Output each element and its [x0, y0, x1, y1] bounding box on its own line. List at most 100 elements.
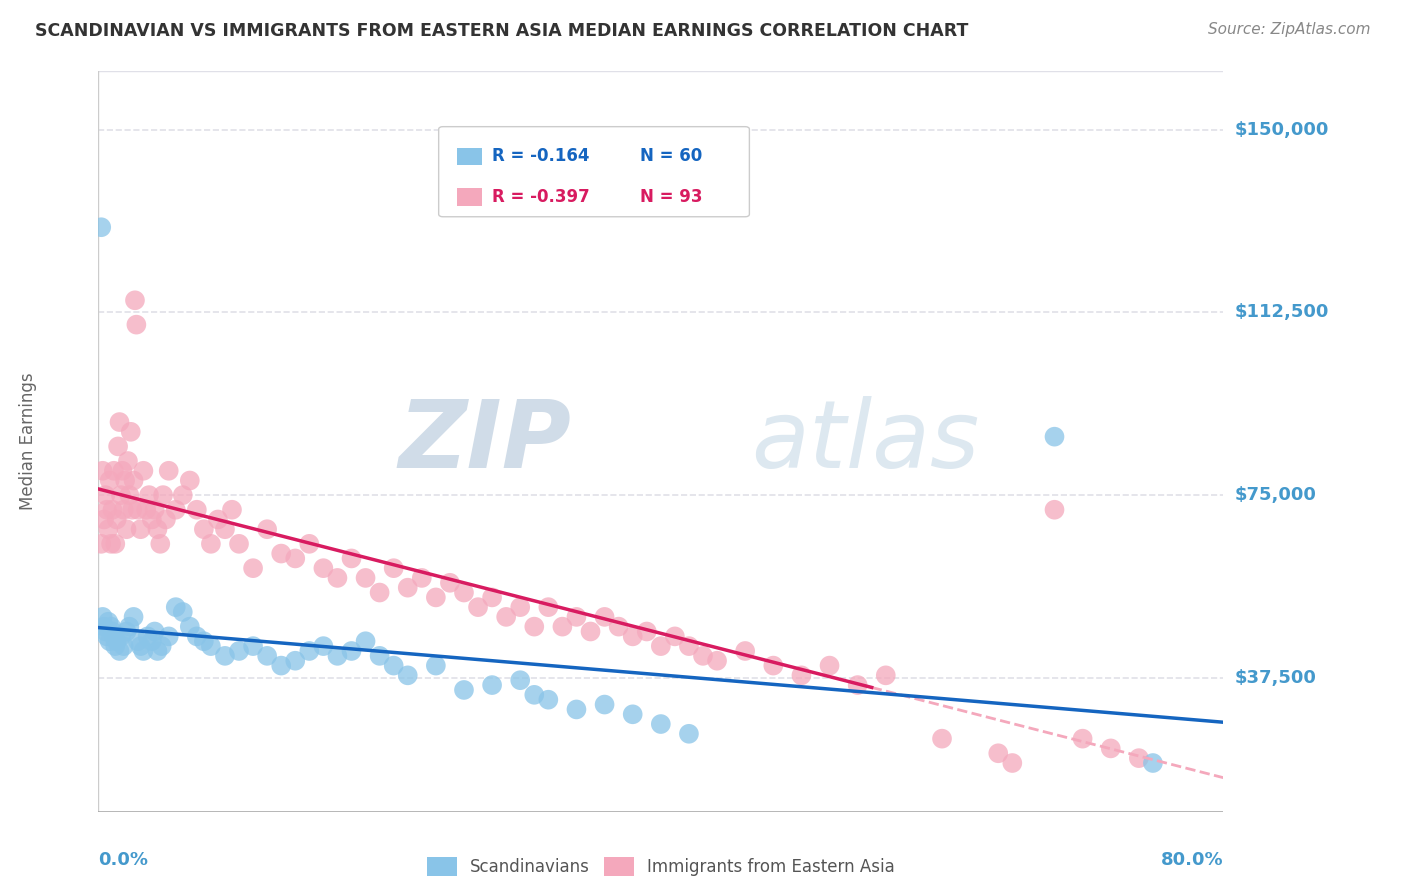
Point	[193, 634, 215, 648]
Point	[284, 654, 307, 668]
Point	[537, 600, 560, 615]
Point	[96, 502, 118, 516]
Point	[340, 644, 363, 658]
Legend: Scandinavians, Immigrants from Eastern Asia: Scandinavians, Immigrants from Eastern A…	[419, 849, 903, 885]
Point	[411, 571, 433, 585]
Point	[790, 668, 813, 682]
Point	[100, 537, 122, 551]
Point	[200, 639, 222, 653]
Point	[97, 615, 120, 629]
Text: $150,000: $150,000	[1234, 120, 1329, 139]
Point	[396, 668, 419, 682]
Point	[987, 746, 1010, 760]
Point	[172, 488, 194, 502]
Point	[136, 629, 159, 643]
Point	[368, 585, 391, 599]
Point	[101, 502, 124, 516]
Point	[425, 591, 447, 605]
Point	[1043, 430, 1066, 444]
Point	[523, 688, 546, 702]
Point	[90, 537, 112, 551]
Point	[179, 619, 201, 633]
Point	[396, 581, 419, 595]
Point	[818, 658, 841, 673]
Point	[509, 673, 531, 688]
Point	[118, 619, 141, 633]
Point	[214, 522, 236, 536]
Point	[124, 293, 146, 308]
Text: Median Earnings: Median Earnings	[18, 373, 37, 510]
Point	[326, 648, 349, 663]
Point	[875, 668, 897, 682]
Point	[298, 537, 321, 551]
Point	[112, 502, 135, 516]
Point	[523, 619, 546, 633]
Text: 80.0%: 80.0%	[1160, 851, 1223, 869]
Point	[382, 561, 405, 575]
Text: Source: ZipAtlas.com: Source: ZipAtlas.com	[1208, 22, 1371, 37]
Point	[114, 474, 136, 488]
Point	[214, 648, 236, 663]
Point	[150, 639, 173, 653]
Point	[354, 571, 377, 585]
Text: atlas: atlas	[751, 396, 979, 487]
Point	[93, 619, 115, 633]
Point	[453, 585, 475, 599]
Point	[846, 678, 869, 692]
Text: R = -0.397: R = -0.397	[492, 188, 591, 206]
Point	[146, 644, 169, 658]
Point	[108, 415, 131, 429]
Point	[127, 502, 149, 516]
Point	[108, 644, 131, 658]
Point	[1099, 741, 1122, 756]
Point	[90, 220, 112, 235]
Text: $75,000: $75,000	[1234, 486, 1316, 504]
Point	[256, 648, 278, 663]
Point	[122, 474, 145, 488]
Point	[1071, 731, 1094, 746]
Point	[132, 644, 155, 658]
Point	[143, 624, 166, 639]
Point	[1043, 502, 1066, 516]
Point	[125, 318, 148, 332]
Point	[200, 537, 222, 551]
Point	[129, 639, 152, 653]
Point	[382, 658, 405, 673]
Point	[112, 639, 135, 653]
Point	[579, 624, 602, 639]
Point	[96, 629, 118, 643]
Point	[1142, 756, 1164, 770]
Point	[678, 727, 700, 741]
Point	[91, 610, 114, 624]
Point	[270, 547, 292, 561]
Text: N = 93: N = 93	[640, 188, 702, 206]
Point	[621, 629, 644, 643]
Point	[593, 698, 616, 712]
Point	[118, 488, 141, 502]
Point	[186, 629, 208, 643]
Point	[146, 522, 169, 536]
Point	[207, 512, 229, 526]
Point	[565, 610, 588, 624]
Point	[481, 678, 503, 692]
Point	[91, 464, 114, 478]
Text: SCANDINAVIAN VS IMMIGRANTS FROM EASTERN ASIA MEDIAN EARNINGS CORRELATION CHART: SCANDINAVIAN VS IMMIGRANTS FROM EASTERN …	[35, 22, 969, 40]
Point	[157, 464, 180, 478]
Point	[152, 488, 174, 502]
Text: ZIP: ZIP	[398, 395, 571, 488]
Point	[94, 624, 117, 639]
Point	[312, 561, 335, 575]
Point	[607, 619, 630, 633]
Point	[1001, 756, 1024, 770]
Point	[143, 502, 166, 516]
Point	[242, 639, 264, 653]
Point	[439, 575, 461, 590]
Point	[107, 439, 129, 453]
Point	[93, 512, 115, 526]
Point	[132, 464, 155, 478]
Point	[97, 522, 120, 536]
Point	[242, 561, 264, 575]
Point	[165, 502, 187, 516]
Text: 0.0%: 0.0%	[98, 851, 149, 869]
Point	[157, 629, 180, 643]
